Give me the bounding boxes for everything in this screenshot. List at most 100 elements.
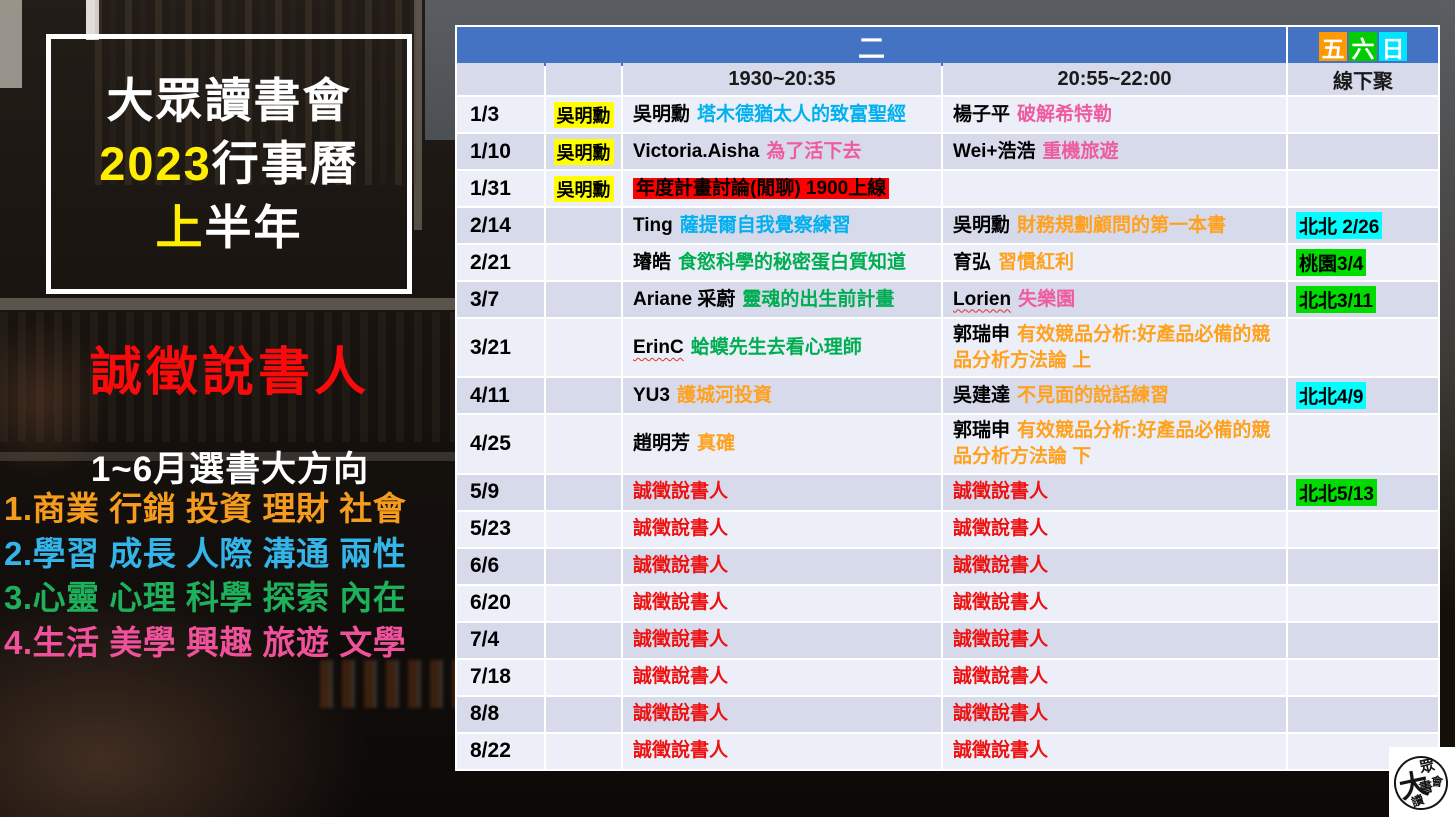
direction-item-3: 3.心靈 心理 科學 探索 內在 (4, 579, 407, 616)
session2-cell: 誠徵說書人 (943, 474, 1286, 510)
date-cell: 7/4 (457, 622, 544, 658)
host-tag-cell (546, 319, 621, 377)
offline-cell (1288, 511, 1438, 547)
session2-cell: 誠徵說書人 (943, 622, 1286, 658)
host-tag-cell (546, 208, 621, 243)
host-tag-cell (546, 696, 621, 732)
session2-cell: 楊子平 破解希特勒 (943, 97, 1286, 132)
direction-item-1: 1.商業 行銷 投資 理財 社會 (4, 490, 407, 527)
session1-cell: Victoria.Aisha 為了活下去 (623, 134, 941, 169)
table-row: 2/21 璿皓 食慾科學的秘密蛋白質知道 育弘 習慣紅利 桃園3/4 (457, 245, 1438, 280)
session2-cell: 育弘 習慣紅利 (943, 245, 1286, 280)
host-tag-cell: 吳明勳 (546, 171, 621, 206)
calendar-table: 二 五 六 日 1930~20:35 20:55~22:00 線下聚 1/3 吳… (455, 25, 1440, 771)
offline-cell (1288, 585, 1438, 621)
date-cell: 8/22 (457, 733, 544, 769)
session2-cell: 吳建達 不見面的說話練習 (943, 378, 1286, 414)
table-row: 5/9 誠徵說書人 誠徵說書人 北北5/13 (457, 474, 1438, 510)
session2-cell: 誠徵說書人 (943, 696, 1286, 732)
table-header-time-row: 1930~20:35 20:55~22:00 線下聚 (457, 63, 1438, 95)
date-cell: 6/6 (457, 548, 544, 584)
table-row: 4/25 趙明芳 真確 郭瑞申 有效競品分析:好產品必備的競品分析方法論 下 (457, 415, 1438, 473)
recruit-speakers-headline: 誠徵說書人 (89, 344, 370, 402)
host-tag-cell (546, 585, 621, 621)
date-cell: 4/11 (457, 378, 544, 414)
offline-cell (1288, 171, 1438, 206)
date-cell: 6/20 (457, 585, 544, 621)
host-tag-cell (546, 622, 621, 658)
friday-badge: 五 (1319, 32, 1347, 62)
table-row: 1/3 吳明勳 吳明勳 塔木德猶太人的致富聖經 楊子平 破解希特勒 (457, 97, 1438, 132)
table-row: 7/4 誠徵說書人 誠徵說書人 (457, 622, 1438, 658)
table-row: 6/6 誠徵說書人 誠徵說書人 (457, 548, 1438, 584)
offline-cell: 北北5/13 (1288, 474, 1438, 510)
session1-cell: 誠徵說書人 (623, 733, 941, 769)
host-tag-cell: 吳明勳 (546, 97, 621, 132)
table-row: 3/7 Ariane 采蔚 靈魂的出生前計畫 Lorien 失樂園 北北3/11 (457, 282, 1438, 317)
session2-cell: Lorien 失樂園 (943, 282, 1286, 317)
session1-cell: 誠徵說書人 (623, 548, 941, 584)
direction-item-4: 4.生活 美學 興趣 旅遊 文學 (4, 623, 407, 661)
offline-cell (1288, 97, 1438, 132)
empty-header-cell (457, 63, 544, 95)
table-row: 1/31 吳明勳 年度計畫討論(閒聊) 1900上線 (457, 171, 1438, 206)
session2-cell: 誠徵說書人 (943, 511, 1286, 547)
session2-cell (943, 171, 1286, 206)
table-row: 3/21 ErinC 蛤蟆先生去看心理師 郭瑞申 有效競品分析:好產品必備的競品分析… (457, 319, 1438, 377)
table-row: 5/23 誠徵說書人 誠徵說書人 (457, 511, 1438, 547)
offline-cell (1288, 415, 1438, 473)
host-tag-cell: 吳明勳 (546, 134, 621, 169)
host-tag-cell (546, 415, 621, 473)
time-slot-2-header: 20:55~22:00 (943, 63, 1286, 95)
offline-cell: 北北 2/26 (1288, 208, 1438, 243)
offline-cell (1288, 696, 1438, 732)
weekend-header: 五 六 日 (1288, 27, 1438, 66)
session1-cell: 年度計畫討論(閒聊) 1900上線 (623, 171, 941, 206)
session2-cell: 誠徵說書人 (943, 733, 1286, 769)
book-selection-list: 1.商業 行銷 投資 理財 社會 2.學習 成長 人際 溝通 兩性 3.心靈 心… (4, 487, 456, 665)
date-cell: 5/9 (457, 474, 544, 510)
table-row: 8/8 誠徵說書人 誠徵說書人 (457, 696, 1438, 732)
offline-cell (1288, 659, 1438, 695)
host-tag-cell (546, 282, 621, 317)
offline-cell (1288, 622, 1438, 658)
offline-cell (1288, 134, 1438, 169)
session1-cell: 誠徵說書人 (623, 474, 941, 510)
day-header: 二 (457, 27, 1286, 66)
table-row: 6/20 誠徵說書人 誠徵說書人 (457, 585, 1438, 621)
background-wall-sliver (0, 0, 22, 88)
offline-cell: 桃園3/4 (1288, 245, 1438, 280)
host-tag-cell (546, 245, 621, 280)
session2-cell: 郭瑞申 有效競品分析:好產品必備的競品分析方法論 下 (943, 415, 1286, 473)
date-cell: 8/8 (457, 696, 544, 732)
date-cell: 1/10 (457, 134, 544, 169)
host-tag-cell (546, 474, 621, 510)
host-tag-cell (546, 548, 621, 584)
host-tag-cell (546, 659, 621, 695)
host-tag-cell (546, 511, 621, 547)
date-cell: 4/25 (457, 415, 544, 473)
time-slot-1-header: 1930~20:35 (623, 63, 941, 95)
direction-item-2: 2.學習 成長 人際 溝通 兩性 (4, 534, 407, 572)
table-body: 1/3 吳明勳 吳明勳 塔木德猶太人的致富聖經 楊子平 破解希特勒 1/10 吳明勳… (457, 97, 1438, 769)
title-line-1: 大眾讀書會 (106, 74, 352, 127)
session1-cell: Ting 薩提爾自我覺察練習 (623, 208, 941, 243)
session2-cell: 誠徵說書人 (943, 659, 1286, 695)
title-line-2: 2023行事曆 (99, 137, 359, 191)
offline-cell: 北北4/9 (1288, 378, 1438, 414)
session1-cell: YU3 護城河投資 (623, 378, 941, 414)
empty-header-cell (546, 63, 621, 95)
host-tag-cell (546, 378, 621, 414)
session2-cell: 郭瑞申 有效競品分析:好產品必備的競品分析方法論 上 (943, 319, 1286, 377)
session1-cell: 誠徵說書人 (623, 659, 941, 695)
session1-cell: 誠徵說書人 (623, 696, 941, 732)
session2-cell: 吳明勳 財務規劃顧問的第一本書 (943, 208, 1286, 243)
title-box: 大眾讀書會 2023行事曆 上半年 (46, 34, 412, 294)
club-logo: 大 眾 讀 書 會 (1388, 747, 1455, 817)
session1-cell: 璿皓 食慾科學的秘密蛋白質知道 (623, 245, 941, 280)
table-row: 7/18 誠徵說書人 誠徵說書人 (457, 659, 1438, 695)
date-cell: 3/7 (457, 282, 544, 317)
table-header-day-row: 二 五 六 日 (457, 27, 1438, 66)
session1-cell: 誠徵說書人 (623, 511, 941, 547)
